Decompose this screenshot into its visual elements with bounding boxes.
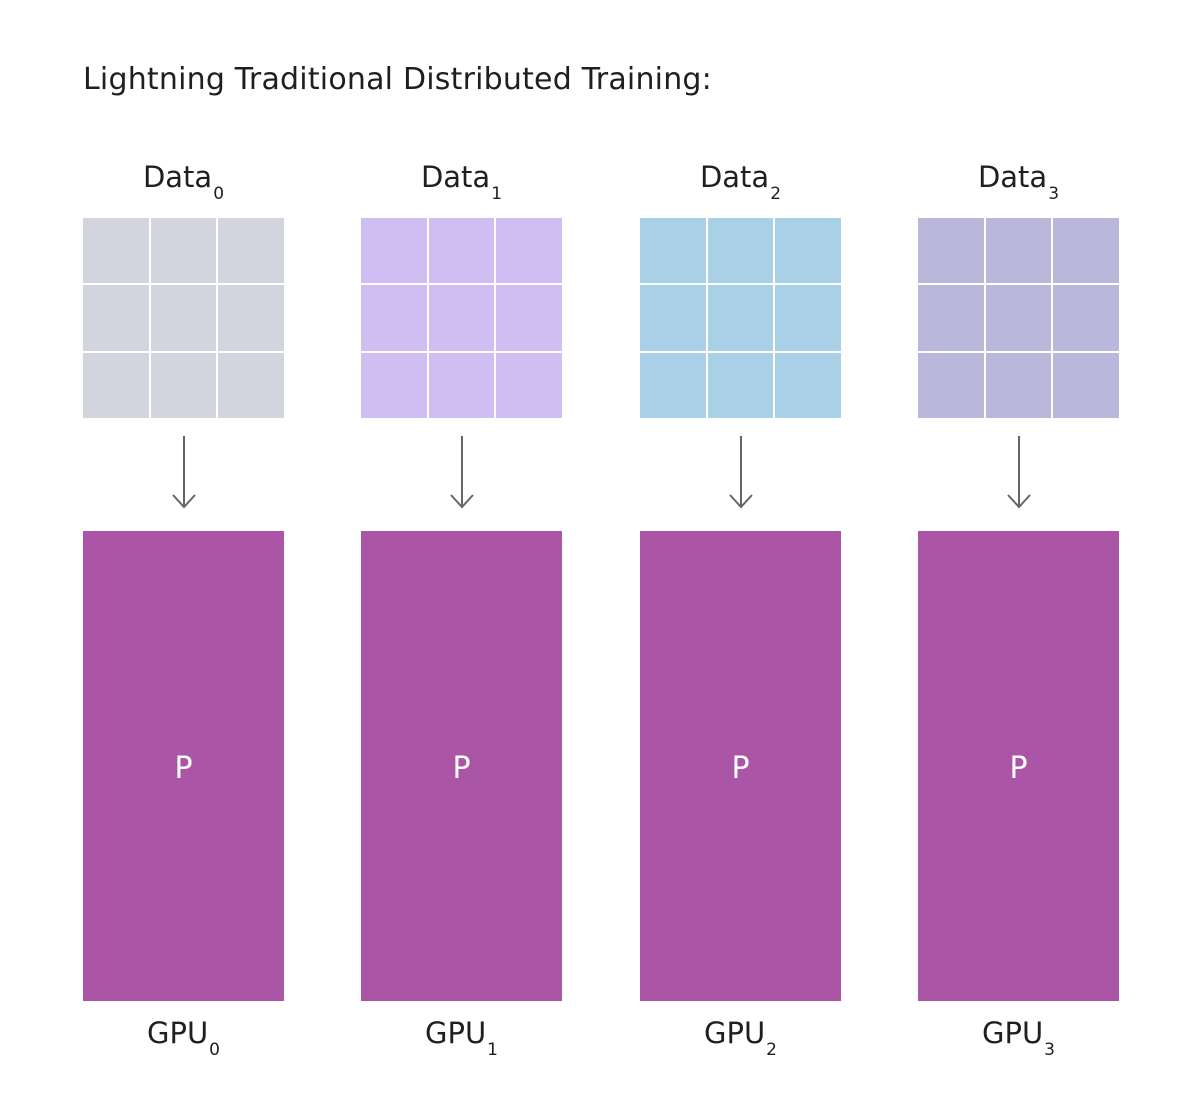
data-grid-cell — [775, 285, 841, 351]
gpu-box-1: P — [361, 531, 562, 1001]
data-grid-1 — [361, 218, 562, 418]
data-label-2: Data2 — [640, 160, 841, 204]
data-grid-cell — [428, 285, 495, 351]
data-grid-cell — [985, 352, 1052, 418]
gpu-label-subscript: 3 — [1044, 1040, 1055, 1060]
data-label-subscript: 2 — [770, 184, 782, 204]
data-grid-cell — [361, 352, 427, 418]
data-grid-cell — [428, 218, 495, 284]
gpu-label-subscript: 2 — [766, 1040, 777, 1060]
data-label-text: Data — [977, 160, 1048, 194]
data-grid-cell — [707, 285, 774, 351]
column-0: Data0 P GPU0 — [83, 0, 284, 1114]
data-grid-cell — [218, 285, 284, 351]
data-label-3: Data3 — [918, 160, 1119, 204]
data-grid-cell — [1053, 218, 1119, 284]
data-grid-cell — [496, 218, 562, 284]
parameters-label: P — [174, 751, 193, 786]
gpu-label-1: GPU1 — [361, 1016, 562, 1060]
down-arrow-icon — [729, 436, 753, 509]
gpu-label-text: GPU — [424, 1016, 487, 1050]
gpu-box-2: P — [640, 531, 841, 1001]
down-arrow-icon — [172, 436, 196, 509]
gpu-label-0: GPU0 — [83, 1016, 284, 1060]
data-label-text: Data — [699, 160, 770, 194]
data-grid-cell — [985, 285, 1052, 351]
data-label-text: Data — [142, 160, 213, 194]
down-arrow-icon — [450, 436, 474, 509]
diagram-title: Lightning Traditional Distributed Traini… — [83, 62, 712, 97]
data-grid-cell — [918, 285, 984, 351]
data-grid-cell — [707, 218, 774, 284]
data-grid-cell — [640, 352, 706, 418]
down-arrow-icon — [1007, 436, 1031, 509]
data-grid-0 — [83, 218, 284, 418]
gpu-label-3: GPU3 — [918, 1016, 1119, 1060]
data-grid-cell — [150, 285, 217, 351]
data-grid-3 — [918, 218, 1119, 418]
data-grid-cell — [496, 352, 562, 418]
gpu-box-0: P — [83, 531, 284, 1001]
data-grid-cell — [640, 285, 706, 351]
data-grid-cell — [775, 352, 841, 418]
data-grid-cell — [150, 352, 217, 418]
data-label-0: Data0 — [83, 160, 284, 204]
gpu-label-subscript: 0 — [209, 1040, 220, 1060]
data-grid-cell — [83, 218, 149, 284]
data-grid-cell — [83, 352, 149, 418]
data-grid-cell — [1053, 352, 1119, 418]
data-grid-cell — [918, 352, 984, 418]
data-grid-cell — [428, 352, 495, 418]
data-grid-cell — [83, 285, 149, 351]
column-1: Data1 P GPU1 — [361, 0, 562, 1114]
data-grid-cell — [361, 285, 427, 351]
data-label-subscript: 1 — [491, 184, 503, 204]
data-label-subscript: 3 — [1048, 184, 1060, 204]
data-label-1: Data1 — [361, 160, 562, 204]
parameters-label: P — [452, 751, 471, 786]
gpu-label-text: GPU — [146, 1016, 209, 1050]
data-grid-cell — [496, 285, 562, 351]
data-grid-cell — [640, 218, 706, 284]
data-grid-2 — [640, 218, 841, 418]
data-grid-cell — [918, 218, 984, 284]
data-grid-cell — [150, 218, 217, 284]
data-grid-cell — [985, 218, 1052, 284]
column-3: Data3 P GPU3 — [918, 0, 1119, 1114]
parameters-label: P — [1009, 751, 1028, 786]
data-label-text: Data — [420, 160, 491, 194]
data-grid-cell — [218, 218, 284, 284]
data-grid-cell — [1053, 285, 1119, 351]
data-label-subscript: 0 — [213, 184, 225, 204]
gpu-label-2: GPU2 — [640, 1016, 841, 1060]
gpu-label-text: GPU — [981, 1016, 1044, 1050]
column-2: Data2 P GPU2 — [640, 0, 841, 1114]
data-grid-cell — [707, 352, 774, 418]
data-grid-cell — [775, 218, 841, 284]
gpu-box-3: P — [918, 531, 1119, 1001]
parameters-label: P — [731, 751, 750, 786]
data-grid-cell — [361, 218, 427, 284]
data-grid-cell — [218, 352, 284, 418]
gpu-label-text: GPU — [703, 1016, 766, 1050]
gpu-label-subscript: 1 — [487, 1040, 498, 1060]
